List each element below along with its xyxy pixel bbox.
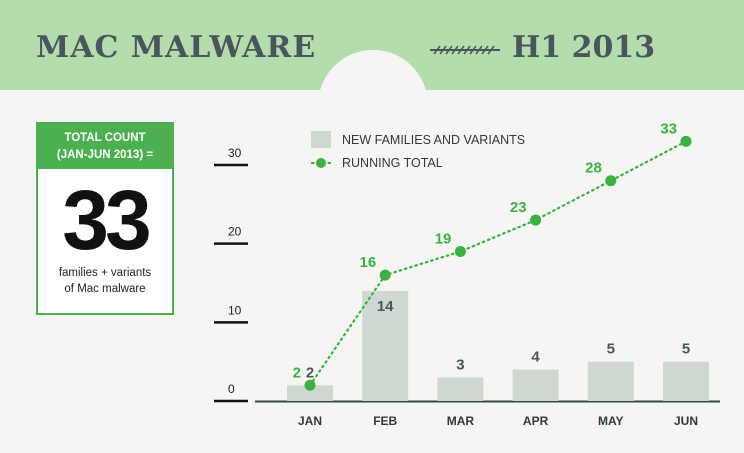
legend-line-label: RUNNING TOTAL xyxy=(342,156,443,170)
page-title: MAC MALWARE xyxy=(36,30,317,65)
x-tick-label: FEB xyxy=(373,414,397,428)
legend-bar-label: NEW FAMILIES AND VARIANTS xyxy=(342,133,525,147)
bar-value-label: 5 xyxy=(682,341,690,358)
y-tick-label: 30 xyxy=(228,146,242,160)
bar-value-label: 3 xyxy=(456,356,464,373)
running-total-label: 23 xyxy=(510,199,527,216)
x-tick-label: MAY xyxy=(598,414,624,428)
running-total-label: 19 xyxy=(435,231,452,248)
bar xyxy=(663,361,709,401)
total-count-box: TOTAL COUNT (JAN-JUN 2013) = 33 families… xyxy=(36,122,174,315)
y-tick-label: 10 xyxy=(228,303,242,317)
x-tick-label: JUN xyxy=(674,414,698,428)
y-tick-label: 0 xyxy=(228,382,235,396)
running-total-label: 33 xyxy=(660,120,677,137)
total-count-desc-line1: families + variants xyxy=(58,267,152,279)
running-total-point xyxy=(680,135,692,147)
header-arch xyxy=(318,50,428,160)
running-total-label: 2 xyxy=(293,364,301,381)
total-count-label: TOTAL COUNT (JAN-JUN 2013) = xyxy=(38,124,172,169)
bar xyxy=(437,377,484,401)
x-tick-label: MAR xyxy=(447,414,475,428)
hatch-decoration xyxy=(430,45,500,55)
total-count-label-line2: (JAN-JUN 2013) = xyxy=(56,149,154,161)
running-total-point xyxy=(605,175,617,187)
period-title: H1 2013 xyxy=(512,30,656,65)
total-count-value: 33 xyxy=(62,173,151,267)
bar xyxy=(287,385,333,401)
running-total-point xyxy=(454,246,466,258)
bar xyxy=(362,290,409,401)
x-tick-label: JAN xyxy=(298,414,322,428)
total-count-desc-line2: of Mac malware xyxy=(64,283,146,295)
bar-value-label: 5 xyxy=(607,341,615,358)
bar xyxy=(587,361,634,401)
total-count-label-line1: TOTAL COUNT xyxy=(64,132,146,144)
running-total-point xyxy=(304,379,316,391)
bar-value-label: 2 xyxy=(306,364,314,381)
running-total-point xyxy=(379,269,391,281)
legend-line-marker xyxy=(316,158,326,168)
bar xyxy=(512,369,559,401)
bar-value-label: 14 xyxy=(377,298,394,315)
y-tick-label: 20 xyxy=(228,225,242,239)
x-tick-label: APR xyxy=(523,414,549,428)
running-total-line xyxy=(308,140,688,387)
running-total-point xyxy=(530,214,542,226)
running-total-label: 28 xyxy=(585,160,602,177)
running-total-label: 16 xyxy=(360,254,377,271)
bar-value-label: 4 xyxy=(531,349,540,366)
legend-bar-swatch xyxy=(311,131,331,148)
